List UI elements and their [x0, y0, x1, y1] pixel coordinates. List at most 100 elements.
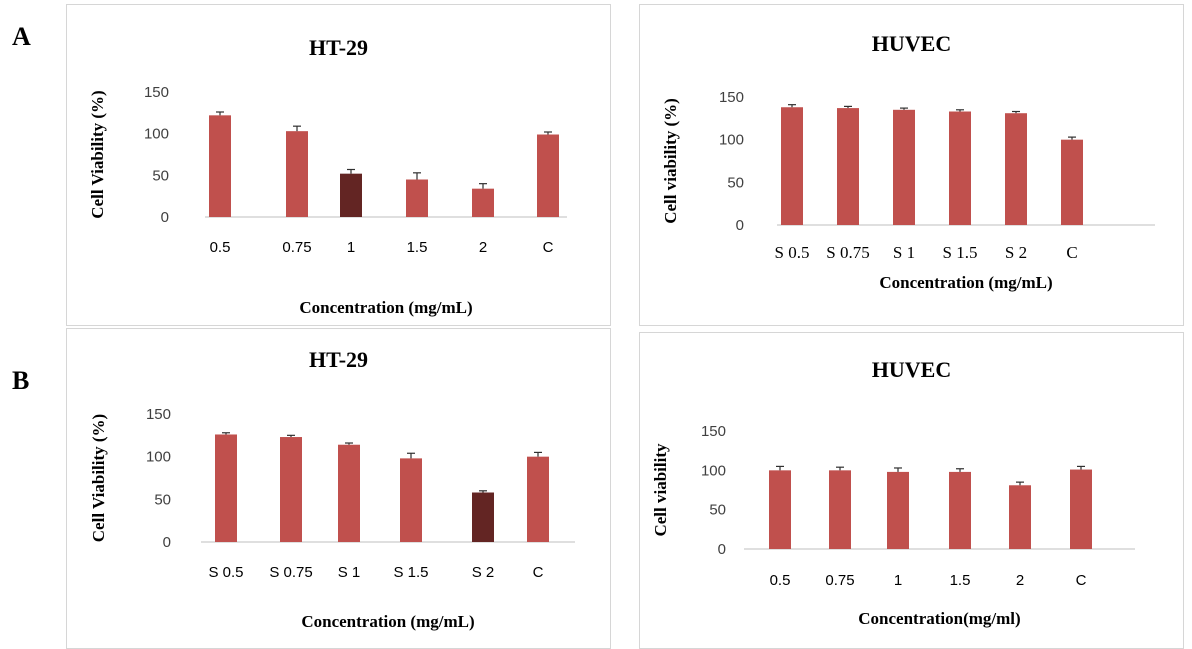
- category-label: 0.75: [825, 572, 854, 589]
- y-axis-label: Cell viability (%): [661, 98, 680, 224]
- x-axis-label: Concentration(mg/ml): [858, 609, 1020, 628]
- bar: [769, 470, 791, 549]
- error-bar: [544, 131, 552, 135]
- error-bar: [776, 465, 784, 471]
- panel-label-a: A: [12, 22, 31, 51]
- category-label: S 1: [893, 243, 915, 262]
- category-label: S 1.5: [393, 564, 428, 581]
- y-axis-label: Cell Viability (%): [89, 414, 108, 542]
- y-tick-label: 100: [701, 462, 726, 479]
- x-axis-label: Concentration (mg/mL): [879, 273, 1052, 292]
- category-label: S 2: [472, 564, 495, 581]
- y-tick-label: 150: [701, 423, 726, 440]
- bar: [406, 179, 428, 217]
- bar: [837, 108, 859, 225]
- category-label: 0.75: [282, 239, 311, 256]
- category-label: C: [1076, 572, 1087, 589]
- y-tick-label: 100: [144, 126, 169, 143]
- bar: [215, 434, 237, 542]
- bar: [893, 109, 915, 225]
- bar: [949, 471, 971, 549]
- bar: [286, 131, 308, 217]
- bar: [209, 115, 231, 217]
- error-bar: [216, 111, 224, 116]
- chart-b-ht29: HT-29 0 50 100 150 S 0.5 S 0.75 S 1 S 1.5 S 2 C Con…: [66, 328, 611, 649]
- error-bar: [347, 168, 355, 174]
- error-bar: [844, 105, 852, 109]
- error-bar: [534, 451, 542, 457]
- category-label: C: [533, 564, 544, 581]
- y-axis-label: Cell Viability (%): [88, 90, 107, 218]
- bar: [1061, 139, 1083, 225]
- category-label: C: [543, 239, 554, 256]
- y-tick-label: 150: [719, 89, 744, 106]
- chart-title: HUVEC: [872, 357, 951, 382]
- bar: [887, 471, 909, 549]
- bar: [338, 444, 360, 542]
- bar: [472, 188, 494, 217]
- bar: [280, 437, 302, 542]
- category-label: 1.5: [950, 572, 971, 589]
- error-bar: [345, 442, 353, 445]
- x-axis-label: Concentration (mg/mL): [301, 612, 474, 631]
- chart-b-huvec-svg: HUVEC 0 50 100 150 0.5 0.75 1 1.5 2 C Concentration…: [651, 357, 1135, 628]
- error-bar: [407, 452, 415, 459]
- bar: [1005, 113, 1027, 225]
- error-bar: [1068, 136, 1076, 140]
- error-bar: [1016, 481, 1024, 486]
- bar: [400, 458, 422, 542]
- bar: [949, 111, 971, 225]
- bar: [527, 456, 549, 542]
- category-label: 0.5: [770, 572, 791, 589]
- category-label: S 1: [338, 564, 361, 581]
- y-tick-label: 50: [154, 491, 171, 508]
- bar: [537, 134, 559, 217]
- chart-a-ht29-svg: HT-29 0 50 100 150 0.5 0.75 1 1.5 2 C Concentration…: [88, 35, 567, 317]
- chart-title: HT-29: [309, 35, 368, 60]
- error-bar: [956, 468, 964, 472]
- chart-b-ht29-svg: HT-29 0 50 100 150 S 0.5 S 0.75 S 1 S 1.5 S 2 C Con…: [89, 347, 575, 631]
- bar: [472, 492, 494, 542]
- bar: [1070, 469, 1092, 549]
- y-tick-label: 150: [144, 84, 169, 101]
- category-label: 2: [479, 239, 487, 256]
- error-bar: [900, 107, 908, 110]
- chart-a-huvec-svg: HUVEC 0 50 100 150 S 0.5 S 0.75 S 1 S 1.5 S 2 C Con…: [661, 31, 1155, 292]
- error-bar: [1077, 465, 1085, 470]
- chart-title: HUVEC: [872, 31, 951, 56]
- x-axis-label: Concentration (mg/mL): [299, 298, 472, 317]
- error-bar: [413, 172, 421, 180]
- bar: [781, 107, 803, 225]
- chart-b-huvec: HUVEC 0 50 100 150 0.5 0.75 1 1.5 2 C Concentration…: [639, 332, 1184, 649]
- bar: [1009, 485, 1031, 549]
- chart-title: HT-29: [309, 347, 368, 372]
- bar: [829, 470, 851, 549]
- y-tick-label: 0: [161, 209, 169, 226]
- category-label: S 2: [1005, 243, 1027, 262]
- error-bar: [788, 104, 796, 108]
- category-label: 1: [347, 239, 355, 256]
- category-label: 2: [1016, 572, 1024, 589]
- category-label: S 0.5: [775, 243, 810, 262]
- bar: [340, 173, 362, 217]
- y-tick-label: 150: [146, 406, 171, 423]
- panel-label-b: B: [12, 366, 30, 395]
- y-tick-label: 100: [146, 449, 171, 466]
- y-tick-label: 50: [709, 502, 726, 519]
- y-axis-label: Cell viability: [651, 443, 670, 537]
- error-bar: [1012, 110, 1020, 114]
- y-tick-label: 0: [718, 541, 726, 558]
- chart-a-huvec: HUVEC 0 50 100 150 S 0.5 S 0.75 S 1 S 1.5 S 2 C Con…: [639, 4, 1184, 326]
- category-label: C: [1066, 243, 1077, 262]
- category-label: 0.5: [210, 239, 231, 256]
- y-tick-label: 0: [736, 217, 744, 234]
- error-bar: [894, 467, 902, 472]
- error-bar: [287, 434, 295, 438]
- category-label: S 0.75: [826, 243, 869, 262]
- category-label: S 0.75: [269, 564, 312, 581]
- error-bar: [479, 490, 487, 493]
- category-label: 1.5: [407, 239, 428, 256]
- error-bar: [956, 109, 964, 112]
- error-bar: [222, 432, 230, 435]
- error-bar: [293, 125, 301, 132]
